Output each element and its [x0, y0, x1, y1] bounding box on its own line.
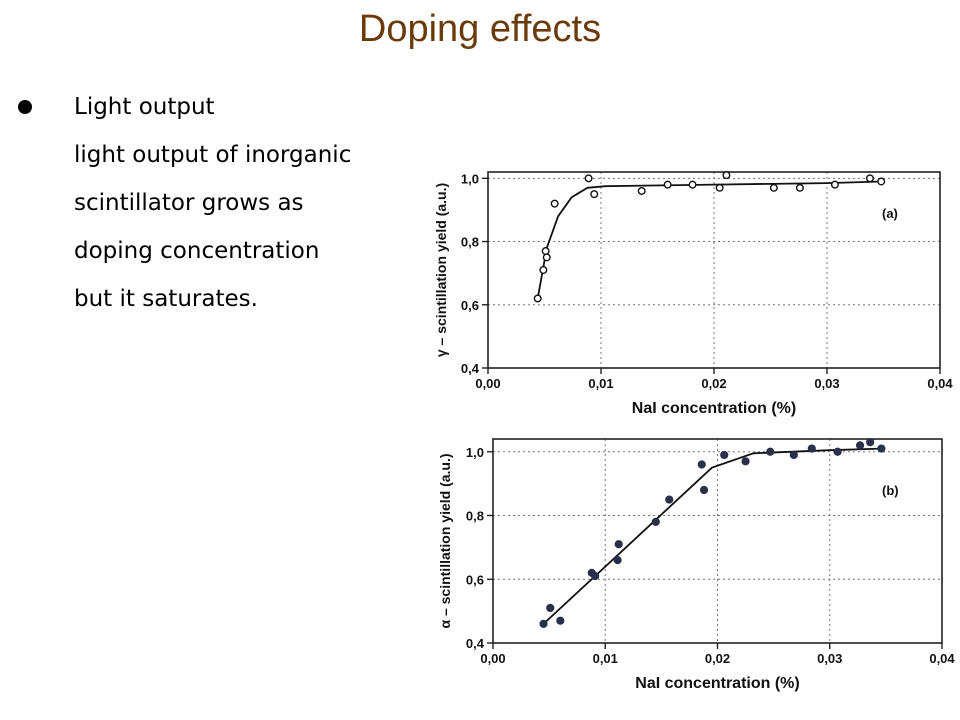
x-tick-label: 0,02	[705, 651, 730, 666]
page-title: Doping effects	[358, 8, 602, 50]
data-point	[584, 174, 593, 183]
data-point	[699, 485, 709, 495]
data-point	[539, 265, 548, 274]
data-point	[614, 540, 623, 549]
y-tick-label: 1,0	[461, 171, 479, 186]
data-point	[741, 457, 750, 466]
x-axis-label: NaI concentration (%)	[632, 400, 796, 417]
x-tick-label: 0,03	[817, 651, 842, 666]
x-tick-label: 0,03	[814, 376, 839, 391]
y-tick-label: 0,4	[466, 636, 485, 651]
data-point	[546, 603, 555, 613]
data-point	[769, 183, 778, 192]
y-tick-label: 0,6	[466, 572, 484, 587]
x-tick-label: 0,04	[929, 651, 955, 666]
y-axis-label: γ – scintillation yield (a.u.)	[433, 183, 449, 357]
bullet-heading: Light output	[74, 94, 215, 120]
body-line-1: light output of inorganic	[74, 142, 352, 168]
x-tick-label: 0,00	[475, 376, 500, 391]
panel-label: (a)	[882, 206, 898, 221]
y-tick-label: 0,8	[461, 235, 479, 250]
panel-label: (b)	[882, 483, 899, 498]
x-axis-label: NaI concentration (%)	[635, 675, 799, 692]
chart-a: 0,00 0,01 0,02 0,03 0,04 0,4 0,6 0,8 1,0 NaI conc…	[433, 171, 953, 417]
data-point	[651, 517, 660, 526]
data-point	[613, 556, 622, 565]
data-point	[833, 447, 842, 456]
data-point	[697, 460, 706, 469]
data-point	[807, 444, 816, 453]
data-point	[591, 571, 600, 581]
fit-curve	[542, 447, 882, 625]
data-point	[789, 450, 798, 460]
y-axis-label: α – scintillation yield (a.u.)	[437, 453, 453, 628]
data-point	[665, 495, 674, 504]
chart-b: 0,00 0,01 0,02 0,03 0,04 0,4 0,6 0,8 1,0 NaI conc…	[437, 438, 955, 692]
data-point	[533, 294, 542, 303]
bullet-dot	[18, 100, 32, 114]
data-point	[877, 444, 886, 453]
data-point	[541, 247, 550, 256]
data-point	[877, 177, 886, 186]
y-tick-label: 0,8	[466, 509, 484, 524]
data-point	[766, 447, 775, 456]
y-tick-label: 1,0	[466, 445, 484, 460]
data-point	[556, 616, 565, 625]
data-point	[663, 180, 672, 189]
body-line-4: but it saturates.	[74, 286, 258, 312]
x-tick-label: 0,02	[701, 376, 726, 391]
data-point	[542, 253, 551, 262]
body-line-2: scintillator grows as	[74, 190, 304, 216]
data-point	[865, 174, 874, 183]
x-tick-label: 0,00	[480, 651, 505, 666]
fit-curve	[536, 180, 882, 299]
x-tick-label: 0,04	[927, 376, 953, 391]
data-point	[539, 619, 548, 628]
data-point	[715, 183, 724, 192]
data-point	[590, 190, 599, 199]
data-point	[637, 186, 646, 195]
data-point	[688, 180, 697, 189]
data-point	[720, 450, 729, 460]
data-point	[866, 438, 875, 447]
data-point	[550, 199, 559, 208]
x-tick-label: 0,01	[588, 376, 613, 391]
data-point	[795, 183, 804, 192]
y-tick-label: 0,4	[461, 361, 480, 376]
x-tick-label: 0,01	[593, 651, 618, 666]
data-point	[722, 171, 731, 180]
y-tick-label: 0,6	[461, 298, 479, 313]
data-point	[830, 180, 839, 189]
data-point	[855, 441, 865, 450]
body-line-3: doping concentration	[74, 238, 320, 264]
